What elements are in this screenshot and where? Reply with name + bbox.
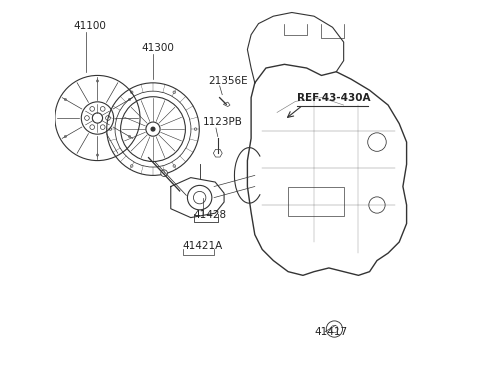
Text: 41100: 41100: [73, 21, 106, 31]
Text: 41421A: 41421A: [182, 241, 223, 251]
Text: 41428: 41428: [194, 210, 227, 220]
Text: REF.43-430A: REF.43-430A: [298, 93, 371, 103]
Circle shape: [151, 127, 155, 131]
Text: 41300: 41300: [142, 43, 175, 53]
Polygon shape: [223, 102, 230, 107]
Circle shape: [161, 170, 168, 176]
Text: 41417: 41417: [314, 327, 347, 336]
Text: 1123PB: 1123PB: [203, 117, 243, 128]
Polygon shape: [213, 149, 222, 157]
Text: 21356E: 21356E: [208, 76, 248, 85]
